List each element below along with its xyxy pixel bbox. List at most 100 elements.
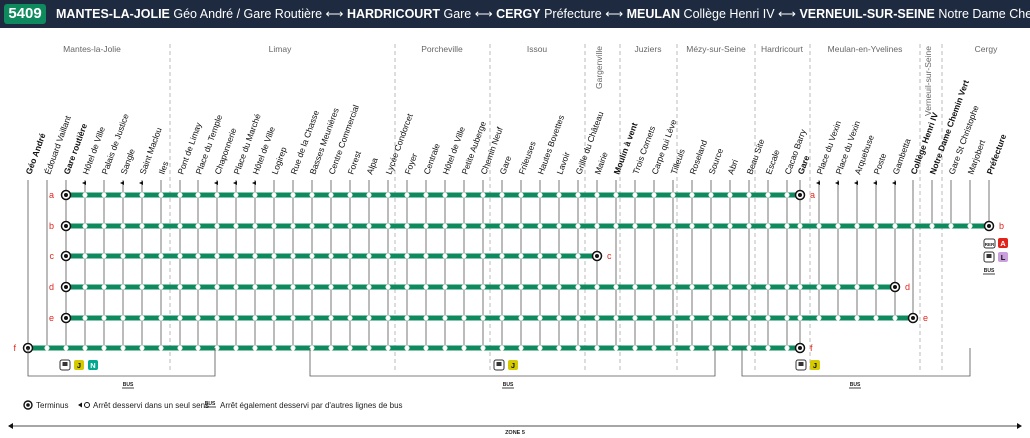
stop-dot — [366, 315, 372, 321]
stop-dot — [290, 192, 296, 198]
bus-tag: BUS — [984, 268, 995, 274]
stop-dot — [366, 223, 372, 229]
stop-dot — [82, 315, 88, 321]
stop-dot — [290, 315, 296, 321]
stop-dot — [461, 345, 467, 351]
stop-dot — [404, 345, 410, 351]
row-letter: f — [13, 343, 16, 353]
stop-dot — [480, 345, 486, 351]
stop-dot — [158, 223, 164, 229]
stop-dot — [385, 253, 391, 259]
stop-dot — [835, 284, 841, 290]
stop-dot — [423, 223, 429, 229]
stop-dot — [556, 192, 562, 198]
stop-dot — [404, 315, 410, 321]
stop-dot — [385, 315, 391, 321]
stop-dot — [873, 284, 879, 290]
stop-dot — [670, 345, 676, 351]
stop-dot — [632, 284, 638, 290]
one-way-arrow — [252, 181, 256, 185]
stop-dot — [158, 192, 164, 198]
stop-dot — [120, 284, 126, 290]
legend-one-way-icon — [78, 402, 82, 408]
stop-dot — [328, 345, 334, 351]
line-l-badge-box — [998, 252, 1008, 262]
stop-dot — [727, 192, 733, 198]
legend-terminus: Terminus — [36, 401, 68, 410]
stop-dot — [518, 315, 524, 321]
stop-dot — [556, 253, 562, 259]
row-letter: e — [923, 313, 928, 323]
stop-dot — [442, 345, 448, 351]
row-letter: a — [49, 190, 54, 200]
town-label: Limay — [269, 44, 292, 54]
stop-dot — [120, 223, 126, 229]
stop-dot — [120, 345, 126, 351]
stop-dot — [158, 345, 164, 351]
stop-dot — [967, 223, 973, 229]
stop-dot — [347, 284, 353, 290]
stop-dot — [594, 284, 600, 290]
legend-one-way: Arrêt desservi dans un seul sens — [93, 401, 209, 410]
stop-dot — [63, 345, 69, 351]
one-way-arrow — [82, 181, 86, 185]
stop-dot — [670, 223, 676, 229]
stop-dot — [442, 315, 448, 321]
stop-dot — [461, 315, 467, 321]
row-letter: e — [49, 313, 54, 323]
legend-other-lines: Arrêt également desservi par d'autres li… — [220, 401, 403, 410]
stop-dot — [252, 315, 258, 321]
stop-dot — [613, 284, 619, 290]
stop-dot — [784, 223, 790, 229]
stop-dot — [613, 192, 619, 198]
stop-dot — [423, 345, 429, 351]
stop-dot — [82, 284, 88, 290]
stop-dot — [139, 223, 145, 229]
terminus-dot — [64, 193, 68, 197]
stop-dot — [214, 223, 220, 229]
stop-dot — [537, 192, 543, 198]
stop-dot — [537, 284, 543, 290]
stop-dot — [499, 253, 505, 259]
terminus-dot — [798, 346, 802, 350]
stop-dot — [816, 223, 822, 229]
stop-dot — [765, 223, 771, 229]
stop-dot — [784, 345, 790, 351]
stop-label: Escale — [763, 148, 781, 176]
stop-dot — [575, 315, 581, 321]
stop-dot — [613, 345, 619, 351]
stop-dot — [290, 253, 296, 259]
stop-dot — [746, 315, 752, 321]
stop-dot — [594, 345, 600, 351]
stop-dot — [556, 345, 562, 351]
line-n-badge-box — [88, 360, 98, 370]
stop-dot — [518, 284, 524, 290]
stop-dot — [537, 253, 543, 259]
terminus-dot — [987, 224, 991, 228]
stop-dot — [708, 284, 714, 290]
stop-dot — [575, 345, 581, 351]
stop-dot — [873, 315, 879, 321]
stop-dot — [480, 284, 486, 290]
stop-dot — [309, 192, 315, 198]
town-label: Porcheville — [421, 44, 463, 54]
stop-dot — [233, 284, 239, 290]
train-icon — [493, 359, 505, 371]
one-way-arrow — [233, 181, 237, 185]
stop-dot — [347, 192, 353, 198]
stop-dot — [271, 223, 277, 229]
stop-dot — [556, 284, 562, 290]
stop-dot — [158, 315, 164, 321]
route-title: MANTES-LA-JOLIE Géo André / Gare Routièr… — [56, 0, 1030, 28]
stop-dot — [835, 315, 841, 321]
stop-dot — [290, 223, 296, 229]
zone-label: ZONE 5 — [505, 430, 525, 436]
stop-dot — [101, 253, 107, 259]
stop-dot — [328, 192, 334, 198]
stop-dot — [784, 284, 790, 290]
stop-dot — [816, 284, 822, 290]
stop-dot — [461, 223, 467, 229]
stop-dot — [835, 223, 841, 229]
stop-dot — [689, 223, 695, 229]
title-destination: HARDRICOURT Gare — [346, 7, 472, 21]
